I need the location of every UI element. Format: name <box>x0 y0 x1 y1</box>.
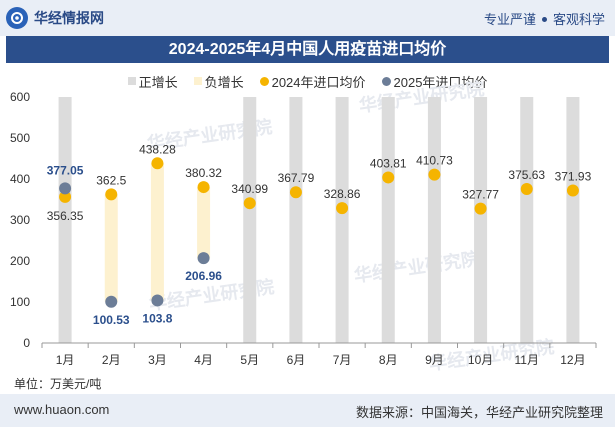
legend-swatch-negative <box>193 77 202 85</box>
growth-bar <box>104 194 118 302</box>
tagline-1: 专业严谨 <box>483 12 536 27</box>
label-2024: 340.99 <box>231 182 268 196</box>
point-2024 <box>151 157 164 170</box>
point-2024 <box>289 186 302 199</box>
label-2025: 377.05 <box>47 163 84 177</box>
x-tick-label: 3月 <box>148 353 167 367</box>
chart-legend: 正增长 负增长 2024年进口均价 2025年进口均价 <box>0 72 615 90</box>
legend-label-2024: 2024年进口均价 <box>271 74 366 90</box>
point-2024 <box>428 168 441 181</box>
legend-swatch-2025 <box>381 76 391 86</box>
growth-bar <box>289 97 303 343</box>
label-2024: 371.93 <box>555 170 592 184</box>
point-2024 <box>243 197 256 210</box>
data-source: 数据来源：中国海关，华经产业研究院整理 <box>355 405 603 420</box>
legend-item-2024[interactable]: 2024年进口均价 <box>259 72 366 91</box>
point-2025 <box>151 294 164 307</box>
data-points <box>59 157 579 308</box>
point-2024 <box>197 181 210 194</box>
x-tick-label: 2月 <box>102 353 121 367</box>
tagline: 专业严谨 客观科学 <box>484 9 605 28</box>
legend-item-2025[interactable]: 2025年进口均价 <box>381 72 488 91</box>
x-tick-label: 6月 <box>287 353 306 367</box>
brand[interactable]: 华经情报网 <box>6 7 104 29</box>
label-2024: 362.5 <box>96 173 126 187</box>
point-2024 <box>59 190 72 203</box>
tagline-2: 客观科学 <box>552 12 605 27</box>
growth-bar <box>520 97 534 343</box>
point-2025 <box>197 252 210 265</box>
x-tick-label: 9月 <box>425 353 444 367</box>
y-tick-label: 300 <box>10 213 30 227</box>
label-2025: 103.8 <box>142 311 172 325</box>
label-2025: 206.96 <box>185 269 222 283</box>
label-2024: 438.28 <box>139 142 176 156</box>
growth-bar <box>427 97 441 343</box>
point-2024 <box>105 188 118 201</box>
growth-bar <box>197 187 211 259</box>
label-2024: 410.73 <box>416 154 453 168</box>
label-2024: 328.86 <box>324 187 361 201</box>
point-2024 <box>566 184 579 197</box>
brand-logo-icon <box>6 7 28 29</box>
label-2024: 380.32 <box>185 166 222 180</box>
label-2024: 375.63 <box>508 168 545 182</box>
y-tick-label: 600 <box>10 90 30 104</box>
growth-bar <box>150 163 164 301</box>
growth-bar <box>474 97 488 343</box>
data-labels: 356.35 362.5 438.28 380.32 340.99 367.79 328.8… <box>47 142 592 326</box>
legend-swatch-2024 <box>259 76 269 86</box>
x-tick-label: 11月 <box>515 353 539 367</box>
point-2025 <box>105 295 118 308</box>
x-tick-label: 12月 <box>560 353 585 367</box>
x-tick-label: 5月 <box>240 353 259 367</box>
x-tick-label: 7月 <box>333 353 352 367</box>
header-bar: 华经情报网 专业严谨 客观科学 <box>0 0 615 36</box>
label-2024: 403.81 <box>370 156 407 170</box>
point-2024 <box>382 171 395 184</box>
label-2024: 367.79 <box>278 171 315 185</box>
point-2025 <box>59 182 72 195</box>
growth-bar <box>58 97 72 343</box>
growth-bar <box>566 97 580 343</box>
y-tick-label: 500 <box>10 131 30 145</box>
growth-bars <box>58 97 580 343</box>
axes: 0 100 200 300 400 500 600 1月 2月 3月 4月 5月 6月 7月 8月 9月 10月… <box>10 90 597 367</box>
y-tick-label: 200 <box>10 254 30 268</box>
label-2024: 356.35 <box>47 209 84 223</box>
growth-bar <box>335 97 349 343</box>
y-tick-label: 0 <box>23 336 30 350</box>
point-2024 <box>336 202 349 215</box>
watermark-text: 华经产业研究院 <box>353 248 481 286</box>
label-2025: 100.53 <box>93 313 130 327</box>
legend-swatch-positive <box>127 77 136 85</box>
growth-bar <box>381 97 395 343</box>
legend-item-positive[interactable]: 正增长 <box>127 72 178 91</box>
growth-bar <box>243 97 257 343</box>
chart-title: 2024-2025年4月中国人用疫苗进口均价 <box>6 36 609 63</box>
y-tick-label: 100 <box>10 295 30 309</box>
x-tick-label: 8月 <box>379 353 398 367</box>
legend-label-2025: 2025年进口均价 <box>393 74 488 90</box>
legend-item-negative[interactable]: 负增长 <box>193 72 244 91</box>
website-link[interactable]: www.huaon.com <box>14 402 110 417</box>
watermark-text: 华经产业研究院 <box>358 78 486 116</box>
point-2024 <box>520 182 533 195</box>
bullet-dot-icon <box>541 17 547 22</box>
brand-name: 华经情报网 <box>34 10 104 26</box>
point-2024 <box>474 202 487 215</box>
legend-label-positive: 正增长 <box>138 74 178 90</box>
y-tick-label: 400 <box>10 172 30 186</box>
x-tick-label: 4月 <box>194 353 213 367</box>
label-2024: 327.77 <box>462 188 499 202</box>
unit-label: 单位：万美元/吨 <box>14 377 102 391</box>
legend-label-negative: 负增长 <box>204 74 244 90</box>
x-tick-label: 10月 <box>468 353 493 367</box>
x-tick-label: 1月 <box>56 353 75 367</box>
footer-bar: www.huaon.com 数据来源：中国海关，华经产业研究院整理 <box>0 394 615 427</box>
